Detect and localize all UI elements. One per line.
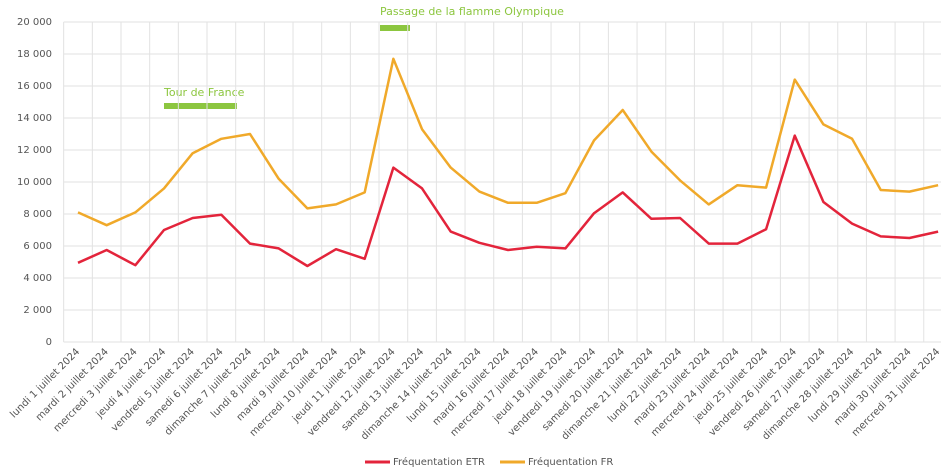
legend-label: Fréquentation FR <box>528 456 613 468</box>
series-line <box>77 134 939 268</box>
y-tick-label: 10 000 <box>17 177 52 188</box>
y-tick-label: 20 000 <box>17 17 52 28</box>
y-tick-label: 18 000 <box>17 49 52 60</box>
y-tick-label: 2 000 <box>23 305 52 316</box>
legend-label: Fréquentation ETR <box>393 456 485 468</box>
y-tick-label: 8 000 <box>23 209 52 220</box>
y-tick-label: 0 <box>46 337 52 348</box>
y-tick-label: 4 000 <box>23 273 52 284</box>
y-tick-label: 14 000 <box>17 113 52 124</box>
plot: 0 2 000 4 000 6 000 8 000 10 000 12 000 14 000 1… <box>8 17 941 468</box>
annotation-text: Tour de France <box>163 86 245 99</box>
series-line <box>77 57 939 227</box>
annotation-bar <box>164 103 237 109</box>
y-tick-label: 6 000 <box>23 241 52 252</box>
annotation-bar <box>380 25 410 31</box>
annotation-text: Passage de la flamme Olympique <box>380 5 564 18</box>
y-tick-label: 12 000 <box>17 145 52 156</box>
y-tick-label: 16 000 <box>17 81 52 92</box>
